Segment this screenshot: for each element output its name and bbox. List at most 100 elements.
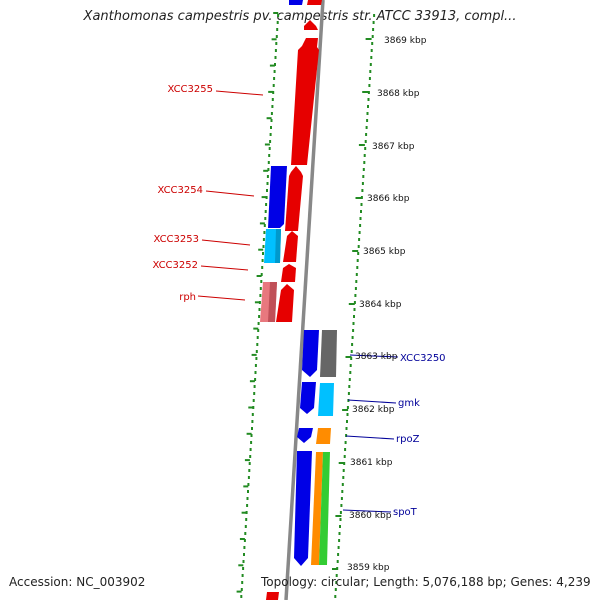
gene-label[interactable]: XCC3255 (167, 84, 213, 95)
guide-dot (269, 140, 272, 143)
guide-dot (365, 126, 368, 129)
guide-dot (261, 259, 264, 262)
gene-arrow[interactable] (294, 451, 312, 566)
tick-mark (355, 197, 362, 199)
guide-dot (250, 441, 253, 444)
gene-arrow[interactable] (304, 20, 318, 30)
gene-label[interactable]: rph (179, 292, 196, 303)
gene-arrow[interactable] (318, 383, 334, 416)
guide-dot (373, 14, 376, 17)
gene-arrow[interactable] (275, 229, 281, 263)
gene-arrow[interactable] (268, 166, 287, 228)
gene-arrow[interactable] (319, 452, 330, 565)
guide-dot (367, 91, 370, 94)
gene-arrow[interactable] (291, 38, 319, 165)
tick-mark (238, 564, 244, 567)
guide-dot (257, 322, 260, 325)
gene-arrow[interactable] (302, 330, 319, 377)
tick-mark (338, 462, 345, 464)
tick-mark (248, 406, 254, 409)
topology-text: Topology: circular; Length: 5,076,188 bp… (261, 575, 591, 589)
guide-dot (371, 35, 374, 38)
guide-dot (271, 98, 274, 101)
tick-mark (236, 590, 242, 593)
guide-dot (246, 504, 249, 507)
guide-dot (276, 21, 279, 24)
guide-dot (247, 483, 250, 486)
guide-dot (350, 350, 353, 353)
gene-arrow[interactable] (300, 382, 316, 414)
gene-arrow[interactable] (307, 0, 322, 5)
gene-arrow[interactable] (268, 282, 277, 322)
tick-mark (269, 64, 275, 67)
guide-dot (268, 154, 271, 157)
guide-dot (244, 532, 247, 535)
tick-mark (348, 303, 355, 305)
gene-label[interactable]: XCC3254 (157, 185, 203, 196)
guide-dot (255, 357, 258, 360)
gene-arrow[interactable] (289, 0, 303, 5)
guide-dot (369, 63, 372, 66)
guide-dot (355, 280, 358, 283)
gene-arrow[interactable] (297, 428, 313, 443)
guide-dot (353, 315, 355, 318)
guide-dot (341, 490, 344, 493)
gene-label[interactable]: rpoZ (396, 434, 420, 445)
gene-label[interactable]: spoT (393, 507, 418, 518)
guide-dot (349, 371, 352, 374)
gene-arrow[interactable] (285, 166, 303, 231)
tick-mark (261, 196, 267, 199)
guide-dot (270, 126, 272, 129)
guide-dot (244, 525, 247, 528)
guide-dot (260, 280, 263, 283)
gene-arrow[interactable] (281, 264, 296, 282)
guide-dot (266, 175, 269, 178)
guide-dot (348, 378, 351, 381)
scale-label: 3869 kbp (384, 36, 427, 46)
guide-dot (345, 434, 348, 437)
guide-dot (264, 217, 267, 220)
scale-label: 3862 kbp (352, 405, 395, 415)
guide-dot (258, 308, 261, 311)
guide-dot (358, 238, 361, 241)
gene-arrow[interactable] (283, 231, 298, 262)
guide-dot (270, 119, 273, 122)
gene-features (260, 0, 337, 600)
guide-dot (367, 105, 369, 108)
minor-tick-marks (236, 12, 372, 593)
guide-dot (274, 63, 276, 66)
tick-mark (254, 301, 260, 304)
gene-label[interactable]: XCC3253 (153, 234, 199, 245)
tick-mark (266, 117, 272, 120)
guide-dot (261, 266, 264, 269)
guide-dot (363, 161, 366, 164)
genome-title: Xanthomonas campestris pv. campestris st… (83, 9, 517, 24)
gene-label[interactable]: XCC3250 (400, 353, 446, 364)
guide-dot (346, 406, 349, 409)
guide-dot (345, 427, 348, 430)
gene-label[interactable]: gmk (398, 398, 420, 409)
accession-text: Accession: NC_003902 (9, 575, 146, 589)
guide-dot (265, 203, 268, 206)
guide-dot (360, 203, 363, 206)
tick-mark (259, 222, 265, 225)
guide-dot (251, 427, 253, 430)
leader-line (205, 190, 255, 197)
gene-arrow[interactable] (266, 592, 279, 600)
guide-dot (372, 21, 375, 24)
backbone-axis (284, 0, 325, 600)
guide-dot (267, 161, 270, 164)
guide-dot (267, 168, 270, 171)
scale-label: 3865 kbp (363, 247, 406, 257)
guide-dot (346, 413, 349, 416)
gene-arrow[interactable] (320, 330, 337, 377)
guide-dot (359, 217, 362, 220)
gene-arrow[interactable] (276, 284, 294, 322)
gene-label[interactable]: XCC3252 (152, 260, 198, 271)
guide-dot (247, 476, 250, 479)
gene-arrow[interactable] (316, 428, 331, 444)
guide-dot (352, 329, 355, 332)
guide-dot (339, 525, 341, 528)
tick-mark (365, 38, 372, 40)
